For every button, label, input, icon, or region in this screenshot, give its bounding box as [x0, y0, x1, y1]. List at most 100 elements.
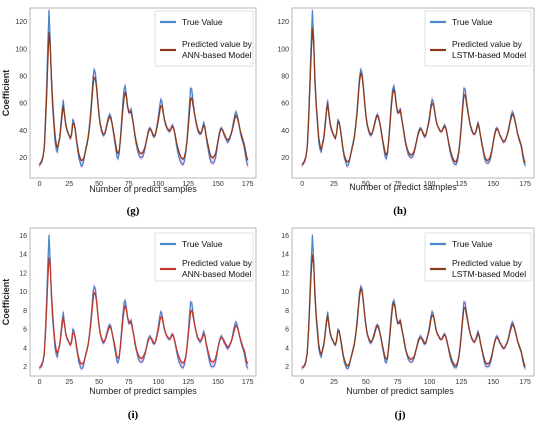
- y-tick-label: 60: [281, 101, 289, 108]
- x-axis-label-j: Number of predict samples: [346, 386, 454, 396]
- y-tick-label: 10: [281, 289, 289, 296]
- x-tick-label: 175: [519, 181, 531, 188]
- x-tick-label: 50: [95, 181, 103, 188]
- panel-label-i: (i): [128, 409, 139, 421]
- panel-h: 0 25 50 75 100 125 150 175 20 40 60 80 100 120 True V…: [277, 7, 535, 217]
- predicted-value-line: [301, 254, 526, 369]
- y-tick-label: 40: [281, 128, 289, 135]
- y-tick-label: 6: [285, 327, 289, 334]
- y-tick-label: 8: [285, 308, 289, 315]
- panel-i: 0 25 50 75 100 125 150 175 2 4 6 8 10 12 14 16 True Val…: [1, 227, 257, 421]
- y-tick-label: 2: [23, 364, 27, 371]
- x-axis-label-i: Number of predict samples: [89, 386, 197, 396]
- y-tick-label: 16: [19, 233, 27, 240]
- y-tick-label: 2: [285, 364, 289, 371]
- x-tick-label: 25: [65, 379, 73, 386]
- x-tick-label: 100: [424, 379, 436, 386]
- y-tick-label: 80: [281, 74, 289, 81]
- x-tick-label: 125: [182, 181, 194, 188]
- ticks-h: 0 25 50 75 100 125 150 175 20 40 60 80 100 120: [277, 19, 531, 188]
- legend-pred-label: Predicted value by ANN-based Model: [182, 39, 253, 60]
- y-tick-label: 12: [19, 270, 27, 277]
- legend-box: [424, 232, 532, 282]
- panel-j: 0 25 50 75 100 125 150 175 2 4 6 8 10 12 14 16 True Val…: [281, 227, 535, 421]
- x-tick-label: 25: [330, 181, 338, 188]
- x-tick-label: 125: [456, 181, 468, 188]
- y-tick-label: 10: [19, 289, 27, 296]
- y-tick-label: 60: [19, 101, 27, 108]
- y-tick-label: 20: [19, 155, 27, 162]
- y-axis-label-g: Coefficient: [1, 70, 11, 117]
- legend-true-label: True Value: [182, 239, 223, 249]
- x-tick-label: 150: [212, 181, 224, 188]
- x-tick-label: 100: [424, 181, 436, 188]
- legend-g: True Value Predicted value by ANN-based M…: [154, 10, 254, 67]
- lines-j: [301, 234, 526, 370]
- y-tick-label: 120: [15, 19, 27, 26]
- x-tick-label: 50: [362, 379, 370, 386]
- y-tick-label: 4: [285, 345, 289, 352]
- legend-true-label: True Value: [182, 17, 223, 27]
- y-tick-label: 20: [281, 155, 289, 162]
- x-tick-label: 175: [519, 379, 531, 386]
- legend-i: True Value Predicted value by ANN-based M…: [154, 232, 254, 282]
- panel-g: 0 25 50 75 100 125 150 175 20 40 60 80 100 120 True V…: [1, 7, 257, 217]
- x-tick-label: 75: [125, 181, 133, 188]
- predicted-value-line: [301, 27, 526, 165]
- legend-pred-label: Predicted value by LSTM-based Model: [452, 258, 526, 279]
- ticks-j: 0 25 50 75 100 125 150 175 2 4 6 8 10 12 14 16: [281, 233, 531, 386]
- x-tick-label: 150: [487, 379, 499, 386]
- legend-pred-label: Predicted value by LSTM-based Model: [452, 39, 526, 60]
- y-tick-label: 100: [277, 46, 289, 53]
- y-tick-label: 6: [23, 327, 27, 334]
- x-tick-label: 75: [125, 379, 133, 386]
- legend-true-label: True Value: [452, 17, 493, 27]
- lines-g: [38, 10, 249, 167]
- y-tick-label: 16: [281, 233, 289, 240]
- x-tick-label: 125: [182, 379, 194, 386]
- x-axis-label-g: Number of predict samples: [89, 184, 197, 194]
- x-tick-label: 100: [153, 379, 165, 386]
- y-tick-label: 100: [15, 46, 27, 53]
- x-tick-label: 0: [300, 379, 304, 386]
- y-tick-label: 80: [19, 74, 27, 81]
- x-tick-label: 175: [242, 181, 254, 188]
- legend-box: [154, 232, 254, 282]
- legend-box: [154, 10, 254, 67]
- x-tick-label: 150: [487, 181, 499, 188]
- legend-h: True Value Predicted value by LSTM-based …: [424, 10, 532, 67]
- y-tick-label: 120: [277, 19, 289, 26]
- y-tick-label: 12: [281, 270, 289, 277]
- x-tick-label: 100: [153, 181, 165, 188]
- y-tick-label: 8: [23, 308, 27, 315]
- legend-box: [424, 10, 532, 67]
- legend-true-label: True Value: [452, 239, 493, 249]
- x-axis-label-h: Number of predict samples: [349, 182, 457, 192]
- y-tick-label: 14: [281, 252, 289, 259]
- panel-label-j: (j): [395, 409, 406, 421]
- x-tick-label: 0: [38, 181, 42, 188]
- panel-label-h: (h): [393, 205, 407, 217]
- y-tick-label: 40: [19, 128, 27, 135]
- y-tick-label: 4: [23, 345, 27, 352]
- x-tick-label: 0: [38, 379, 42, 386]
- panel-label-g: (g): [127, 205, 140, 217]
- x-tick-label: 0: [300, 181, 304, 188]
- ticks-g: 0 25 50 75 100 125 150 175 20 40 60 80 100 120: [15, 19, 253, 188]
- x-tick-label: 25: [65, 181, 73, 188]
- lines-h: [301, 10, 526, 167]
- x-tick-label: 75: [394, 181, 402, 188]
- legend-pred-label: Predicted value by ANN-based Model: [182, 258, 253, 279]
- legend-j: True Value Predicted value by LSTM-based …: [424, 232, 532, 282]
- y-tick-label: 14: [19, 252, 27, 259]
- x-tick-label: 150: [212, 379, 224, 386]
- x-tick-label: 175: [242, 379, 254, 386]
- x-tick-label: 50: [95, 379, 103, 386]
- predicted-value-line: [39, 31, 249, 165]
- x-tick-label: 75: [394, 379, 402, 386]
- true-value-line: [38, 234, 249, 370]
- predicted-value-line: [39, 257, 249, 369]
- ticks-i: 0 25 50 75 100 125 150 175 2 4 6 8 10 12 14 16: [19, 233, 253, 386]
- x-tick-label: 125: [456, 379, 468, 386]
